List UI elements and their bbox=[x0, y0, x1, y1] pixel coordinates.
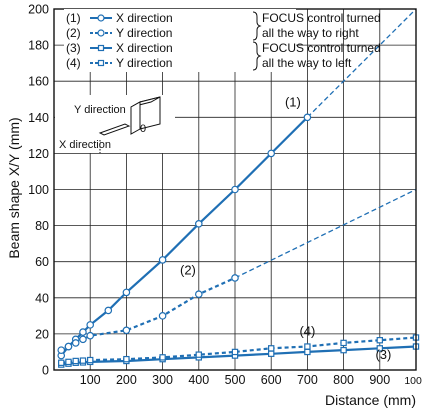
x-tick-label: 1000 bbox=[404, 375, 422, 387]
chart-series: (1)(2)(3)(4) bbox=[57, 8, 420, 368]
legend-marker bbox=[97, 29, 105, 37]
data-point bbox=[340, 346, 347, 354]
data-point bbox=[268, 345, 275, 352]
data-point bbox=[340, 339, 347, 347]
data-point bbox=[122, 288, 131, 297]
data-point bbox=[65, 358, 72, 366]
x-tick-label: 100 bbox=[80, 373, 101, 387]
series-label: (2) bbox=[180, 262, 196, 277]
data-point bbox=[268, 350, 275, 357]
y-tick-label: 180 bbox=[28, 39, 49, 53]
legend-brace bbox=[252, 11, 262, 41]
data-point bbox=[86, 331, 95, 340]
legend-note-line: FOCUS control turned bbox=[262, 41, 381, 55]
series-label: (1) bbox=[285, 94, 301, 109]
inset-y-direction-label: Y direction bbox=[74, 104, 126, 116]
inset-x-direction-label: X direction bbox=[59, 139, 111, 151]
series-line bbox=[61, 345, 417, 366]
data-point bbox=[158, 256, 167, 264]
x-tick-label: 700 bbox=[297, 373, 318, 387]
series-4: (4) bbox=[58, 324, 420, 366]
y-tick-label: 200 bbox=[28, 3, 49, 17]
data-point bbox=[376, 345, 384, 352]
tick-labels: 0 20 40 60 80 100 120 140 160 180 200 100 200 300 400 5… bbox=[28, 3, 422, 388]
x-tick-label: 500 bbox=[225, 373, 246, 387]
data-point bbox=[231, 185, 239, 194]
data-point bbox=[72, 357, 79, 365]
y-tick-label: 160 bbox=[28, 75, 49, 89]
data-point bbox=[195, 219, 203, 228]
data-point bbox=[195, 351, 202, 358]
y-tick-label: 60 bbox=[35, 255, 49, 269]
y-tick-label: 80 bbox=[35, 219, 49, 233]
series-extrapolation-line bbox=[306, 8, 417, 118]
y-tick-label: 140 bbox=[28, 111, 49, 125]
x-tick-label: 400 bbox=[188, 373, 209, 387]
data-point bbox=[231, 348, 239, 356]
legend-entry-name: X direction bbox=[116, 41, 173, 55]
x-tick-label: 200 bbox=[116, 373, 137, 387]
beam-spot-illustration bbox=[98, 123, 131, 136]
x-tick-label: 800 bbox=[333, 373, 354, 387]
series-3: (3) bbox=[58, 343, 420, 368]
chart-legend: FOCUS control turned all the way to righ… bbox=[64, 9, 381, 72]
y-tick-label: 20 bbox=[35, 327, 49, 341]
data-point bbox=[304, 343, 311, 350]
y-tick-label: 100 bbox=[28, 183, 49, 197]
series-label: (3) bbox=[375, 347, 391, 362]
legend-entry-name: Y direction bbox=[116, 56, 172, 70]
series-line bbox=[60, 276, 236, 352]
legend-marker bbox=[97, 59, 105, 67]
legend-entry-name: X direction bbox=[116, 11, 173, 25]
data-point bbox=[64, 342, 73, 351]
legend-entry-name: Y direction bbox=[116, 26, 172, 40]
data-point bbox=[122, 326, 131, 335]
data-point bbox=[104, 306, 113, 315]
data-point bbox=[123, 355, 130, 363]
data-point bbox=[86, 321, 95, 329]
beam-orientation-inset: Y direction X direction 0 bbox=[55, 95, 175, 154]
data-point bbox=[57, 346, 66, 354]
data-point bbox=[303, 113, 312, 122]
y-axis-title: Beam shape X/Y (mm) bbox=[6, 117, 22, 258]
data-point bbox=[231, 274, 239, 282]
legend-marker bbox=[97, 14, 105, 22]
data-point bbox=[58, 359, 65, 366]
x-tick-label: 900 bbox=[369, 373, 390, 387]
legend-brace bbox=[252, 41, 262, 71]
x-axis-title: Distance (mm) bbox=[325, 392, 416, 408]
y-tick-label: 120 bbox=[28, 147, 49, 161]
data-point bbox=[86, 356, 94, 364]
data-point bbox=[376, 337, 384, 344]
y-tick-label: 0 bbox=[42, 364, 49, 378]
data-point bbox=[79, 357, 87, 364]
sensor-box-illustration bbox=[130, 96, 161, 135]
data-point bbox=[71, 339, 80, 347]
legend-entry-id: (3) bbox=[66, 41, 81, 55]
legend-note-line: FOCUS control turned bbox=[262, 11, 381, 25]
series-2: (2) bbox=[57, 188, 417, 354]
data-point bbox=[267, 149, 276, 158]
legend-note-line: all the way to right bbox=[262, 26, 359, 40]
legend-entry-id: (4) bbox=[66, 56, 81, 70]
data-point bbox=[195, 290, 203, 298]
data-point bbox=[159, 354, 166, 361]
data-point bbox=[158, 312, 167, 320]
y-tick-label: 40 bbox=[35, 291, 49, 305]
data-point bbox=[304, 348, 311, 356]
x-tick-label: 600 bbox=[261, 373, 282, 387]
data-point bbox=[79, 335, 87, 344]
legend-marker bbox=[97, 44, 105, 52]
inset-zero-label: 0 bbox=[140, 123, 146, 135]
legend-entry-id: (1) bbox=[66, 11, 81, 25]
x-tick-label: 300 bbox=[152, 373, 173, 387]
series-extrapolation-line bbox=[234, 188, 417, 279]
series-label: (4) bbox=[299, 324, 315, 339]
legend-entry-id: (2) bbox=[66, 26, 81, 40]
legend-note-line: all the way to left bbox=[262, 56, 352, 70]
data-point bbox=[79, 328, 87, 336]
